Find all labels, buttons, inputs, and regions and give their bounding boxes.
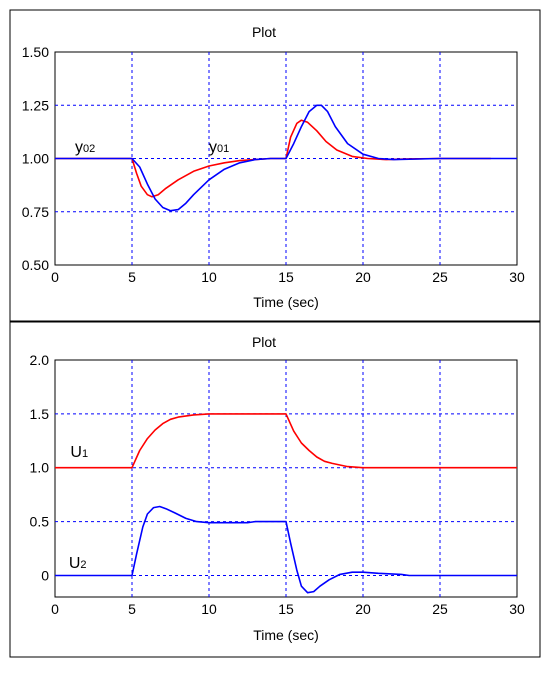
top-x-tick-label: 30	[509, 269, 525, 285]
bottom-x-tick-label: 10	[201, 601, 217, 617]
top-y-tick-label: 0.50	[22, 257, 49, 273]
bottom-y-tick-label: 1.5	[30, 406, 50, 422]
bottom-series-layer	[55, 413, 517, 594]
top-y-ticks: 0.50 0.75 1.00 1.25 1.50	[22, 44, 49, 273]
bottom-series-line-1	[55, 505, 517, 594]
top-x-tick-label: 15	[278, 269, 294, 285]
bottom-y-tick-label: 2.0	[30, 352, 50, 368]
top-annotation-0: y02	[75, 139, 95, 156]
bottom-x-tick-label: 20	[355, 601, 371, 617]
bottom-annotation-0: U1	[70, 444, 88, 461]
top-annotation-1-subscript: 01	[217, 143, 229, 155]
top-y-tick-label: 0.75	[22, 204, 49, 220]
bottom-series-line-0	[55, 413, 517, 469]
top-x-ticks: 0 5 10 15 20 25 30	[51, 269, 525, 285]
top-series-line-1	[55, 104, 517, 212]
bottom-x-axis-label: Time (sec)	[253, 627, 319, 643]
top-y-tick-label: 1.50	[22, 44, 49, 60]
bottom-y-ticks: 0 0.5 1.0 1.5 2.0	[30, 352, 50, 583]
top-x-tick-label: 20	[355, 269, 371, 285]
bottom-x-tick-label: 30	[509, 601, 525, 617]
bottom-x-ticks: 0 5 10 15 20 25 30	[51, 601, 525, 617]
bottom-x-tick-label: 25	[432, 601, 448, 617]
bottom-annotation-0-main: U	[70, 444, 82, 461]
top-annotations: y02 y01	[75, 139, 229, 156]
bottom-x-tick-label: 0	[51, 601, 59, 617]
bottom-x-tick-label: 5	[128, 601, 136, 617]
bottom-annotation-1-subscript: 2	[80, 559, 86, 571]
top-x-axis-label: Time (sec)	[253, 294, 319, 310]
top-x-tick-label: 0	[51, 269, 59, 285]
top-x-tick-label: 5	[128, 269, 136, 285]
bottom-y-tick-label: 1.0	[30, 460, 50, 476]
top-annotation-0-main: y	[75, 139, 83, 156]
bottom-y-tick-label: 0.5	[30, 514, 50, 530]
bottom-chart-title: Plot	[252, 334, 276, 350]
bottom-annotation-0-subscript: 1	[82, 448, 88, 460]
top-x-tick-label: 25	[432, 269, 448, 285]
bottom-x-tick-label: 15	[278, 601, 294, 617]
top-y-tick-label: 1.25	[22, 97, 49, 113]
top-chart-title: Plot	[252, 24, 276, 40]
bottom-annotation-1-main: U	[69, 555, 81, 572]
top-annotation-0-subscript: 02	[83, 143, 95, 155]
top-annotation-1-main: y	[209, 139, 217, 156]
top-y-tick-label: 1.00	[22, 151, 49, 167]
top-chart: Plot 0 5 10 15 20 25 30 0.50 0.75 1.00 1.25 1.50 y…	[22, 24, 525, 310]
bottom-y-tick-label: 0	[41, 567, 49, 583]
bottom-plot-area	[54, 359, 518, 598]
top-x-tick-label: 10	[201, 269, 217, 285]
top-annotation-1: y01	[209, 139, 229, 156]
top-series-layer	[55, 104, 517, 212]
bottom-annotation-1: U2	[69, 555, 87, 572]
